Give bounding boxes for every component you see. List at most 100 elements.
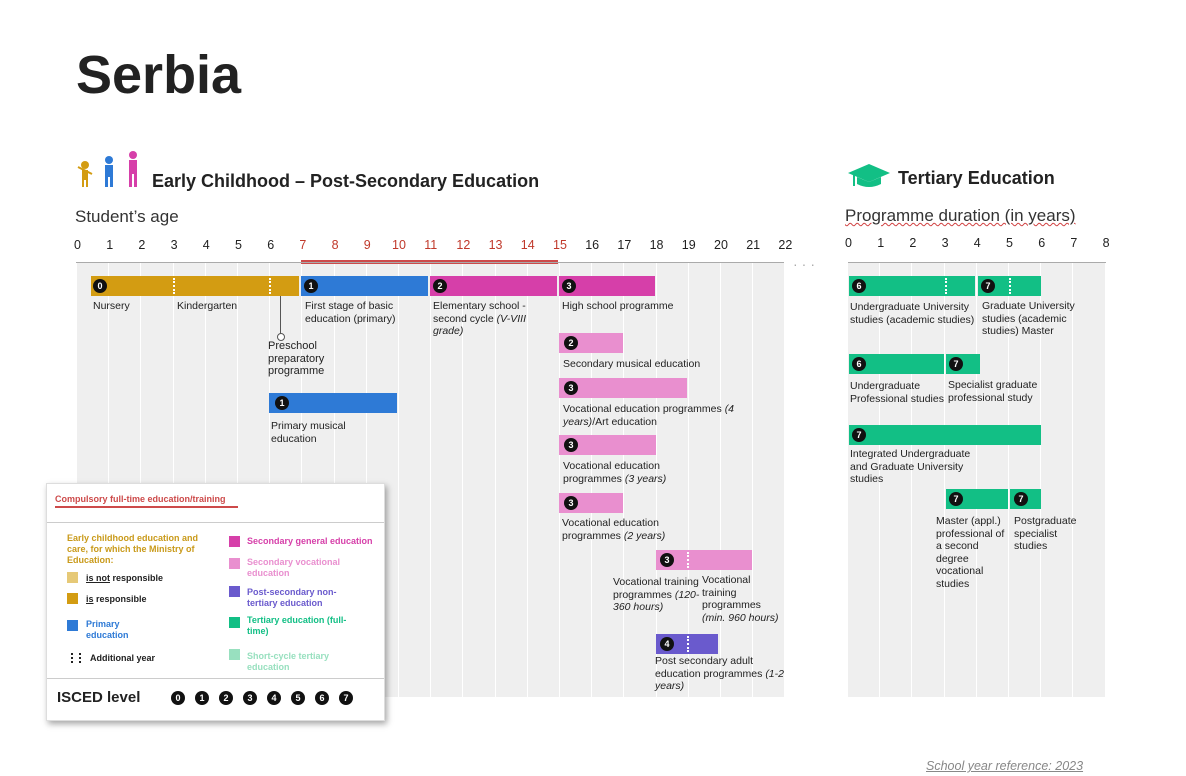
age-tick: 5: [235, 238, 242, 252]
vocational-3y-bar: [559, 435, 656, 455]
vocational-training-long-label: Vocational training programmes (min. 960…: [702, 574, 779, 624]
legend-primary: Primary education: [86, 619, 129, 640]
preschool-pointer-dot: [277, 333, 285, 341]
primary-musical-label: Primary musical education: [271, 420, 346, 445]
left-section-title: Early Childhood – Post-Secondary Educati…: [152, 171, 540, 191]
isced-badge: 7: [949, 357, 963, 371]
duration-tick: 7: [1070, 236, 1078, 250]
age-tick: 15: [553, 238, 567, 252]
grid-column: [656, 262, 688, 697]
duration-tick: 0: [845, 236, 852, 250]
integrated-bar: [849, 425, 1041, 445]
grid-column: [399, 262, 431, 697]
preschool-label: Preschool preparatory programme: [268, 340, 325, 377]
age-tick: 14: [520, 238, 535, 252]
legend-secondary-general: Secondary general education: [247, 536, 373, 546]
age-tick: 3: [170, 238, 178, 252]
age-tick: 1: [106, 238, 114, 252]
duration-tick: 3: [941, 236, 949, 250]
isced-badge: 7: [1014, 492, 1028, 506]
grid-column: [1041, 262, 1073, 697]
swatch-not-responsible: [67, 572, 78, 583]
primary-musical-bar: [269, 393, 397, 413]
swatch-short-cycle: [229, 649, 240, 660]
age-tick: 19: [681, 238, 696, 252]
post-secondary-label: Post secondary adult education programme…: [655, 655, 784, 692]
isced-level-badge: 7: [339, 691, 353, 705]
grid-column: [721, 262, 753, 697]
vocational-4y-label: Vocational education programmes (4 years…: [563, 403, 735, 428]
additional-year-marker: [687, 636, 689, 652]
vocational-2y-label: Vocational education programmes (2 years…: [562, 517, 666, 542]
isced-badge: 3: [564, 496, 578, 510]
additional-year-marker: [945, 278, 947, 294]
grid-column: [912, 262, 944, 697]
integrated-label: Integrated Undergraduate and Graduate Un…: [850, 448, 971, 485]
legend-secondary-vocational: Secondary vocational education: [247, 557, 341, 578]
grid-column: [463, 262, 495, 697]
isced-badge: 6: [852, 279, 866, 293]
left-axis-line: [76, 262, 784, 263]
undergrad-academic-bar: [849, 276, 975, 296]
age-tick: 17: [617, 238, 632, 252]
legend-divider: [47, 678, 384, 679]
additional-year-marker: [173, 278, 175, 294]
isced-level-badge: 2: [219, 691, 233, 705]
right-axis-label: Programme duration (in years): [845, 206, 1076, 225]
grid-column: [880, 262, 912, 697]
swatch-secondary-general: [229, 536, 240, 547]
age-tick: 7: [299, 238, 307, 252]
age-tick: 11: [424, 238, 438, 252]
high-school-bar: [559, 276, 655, 296]
legend-not-responsible: is not responsible: [86, 573, 164, 583]
legend: Compulsory full-time education/training …: [46, 483, 385, 721]
duration-tick: 6: [1038, 236, 1046, 250]
isced-level-badge: 5: [291, 691, 305, 705]
graduate-academic-label: Graduate University studies (academic st…: [982, 300, 1075, 337]
isced-level-badge: 6: [315, 691, 329, 705]
secondary-musical-label: Secondary musical education: [563, 358, 701, 370]
swatch-post-secondary: [229, 586, 240, 597]
additional-year-marker: [269, 278, 271, 294]
isced-badge: 6: [852, 357, 866, 371]
duration-tick: 1: [877, 236, 885, 250]
graduation-cap-icon: [848, 164, 890, 187]
additional-year-marker: [687, 552, 689, 568]
legend-compulsory: Compulsory full-time education/training: [55, 494, 226, 504]
isced-level-badge: 4: [267, 691, 281, 705]
right-section-title: Tertiary Education: [898, 168, 1055, 188]
isced-badge: 4: [660, 637, 674, 651]
vocational-training-bar: [656, 550, 752, 570]
swatch-responsible: [67, 593, 78, 604]
grid-column: [944, 262, 976, 697]
isced-badge: 0: [93, 279, 107, 293]
age-tick: 10: [392, 238, 406, 252]
legend-short-cycle: Short-cycle tertiary education: [247, 651, 330, 672]
isced-badge: 3: [564, 438, 578, 452]
age-tick: 9: [363, 238, 371, 252]
swatch-primary: [67, 620, 78, 631]
isced-badge: 2: [433, 279, 447, 293]
elementary-second-cycle-bar: [430, 276, 557, 296]
age-tick: 13: [488, 238, 503, 252]
swatch-secondary-vocational: [229, 558, 240, 569]
vocational-training-short-label: Vocational training programmes (120-360 …: [613, 576, 700, 613]
grid-column: [753, 262, 785, 697]
age-tick: 2: [138, 238, 146, 252]
legend-divider: [47, 522, 384, 523]
children-icon: [77, 151, 137, 187]
primary-bar: [301, 276, 428, 296]
age-tick: 18: [649, 238, 664, 252]
legend-tertiary: Tertiary education (full-time): [247, 615, 347, 636]
age-tick: 20: [714, 238, 728, 252]
legend-responsible: is responsible: [86, 594, 147, 604]
age-tick: 21: [746, 238, 761, 252]
legend-additional-year: Additional year: [90, 653, 156, 663]
age-tick: 16: [585, 238, 600, 252]
school-year-reference: School year reference: 2023: [926, 759, 1084, 773]
age-tick: 0: [74, 238, 81, 252]
isced-badge: 7: [852, 428, 866, 442]
isced-badge: 3: [562, 279, 576, 293]
swatch-tertiary: [229, 617, 240, 628]
age-tick: 4: [202, 238, 210, 252]
